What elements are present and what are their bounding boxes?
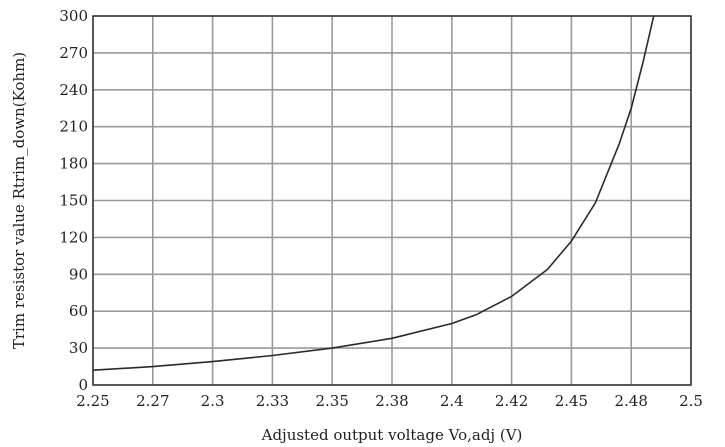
x-tick-label: 2.33 (256, 392, 289, 410)
x-tick-label: 2.35 (315, 392, 348, 410)
y-axis-label: Trim resistor value Rtrim_down(Kohm) (10, 52, 28, 349)
y-tick-label: 210 (59, 118, 88, 136)
y-tick-label: 240 (59, 81, 88, 99)
x-tick-label: 2.45 (555, 392, 588, 410)
grid-lines (92, 15, 692, 386)
x-tick-label: 2.25 (76, 392, 109, 410)
y-axis-ticks: 0 30 60 90 120 150 180 210 240 270 300 (59, 7, 88, 394)
y-tick-label: 90 (69, 265, 88, 283)
y-tick-label: 180 (59, 155, 88, 173)
plot-frame (92, 15, 692, 386)
y-tick-label: 60 (69, 302, 88, 320)
y-tick-label: 300 (59, 7, 88, 25)
y-tick-label: 0 (78, 376, 88, 394)
y-tick-label: 120 (59, 228, 88, 246)
y-tick-label: 270 (59, 44, 88, 62)
y-tick-label: 150 (59, 192, 88, 210)
x-axis-ticks: 2.25 2.27 2.3 2.33 2.35 2.38 2.4 2.42 2.45 2.48 2.… (76, 392, 703, 410)
x-tick-label: 2.3 (201, 392, 225, 410)
x-axis-label: Adjusted output voltage Vo,adj (V) (261, 426, 523, 444)
x-tick-label: 2.27 (136, 392, 169, 410)
x-tick-label: 2.4 (440, 392, 464, 410)
x-tick-label: 2.42 (495, 392, 528, 410)
x-tick-label: 2.38 (375, 392, 408, 410)
x-tick-label: 2.5 (679, 392, 703, 410)
series-line (93, 16, 655, 371)
series-layer (93, 16, 655, 371)
x-tick-label: 2.48 (614, 392, 647, 410)
y-tick-label: 30 (69, 339, 88, 357)
